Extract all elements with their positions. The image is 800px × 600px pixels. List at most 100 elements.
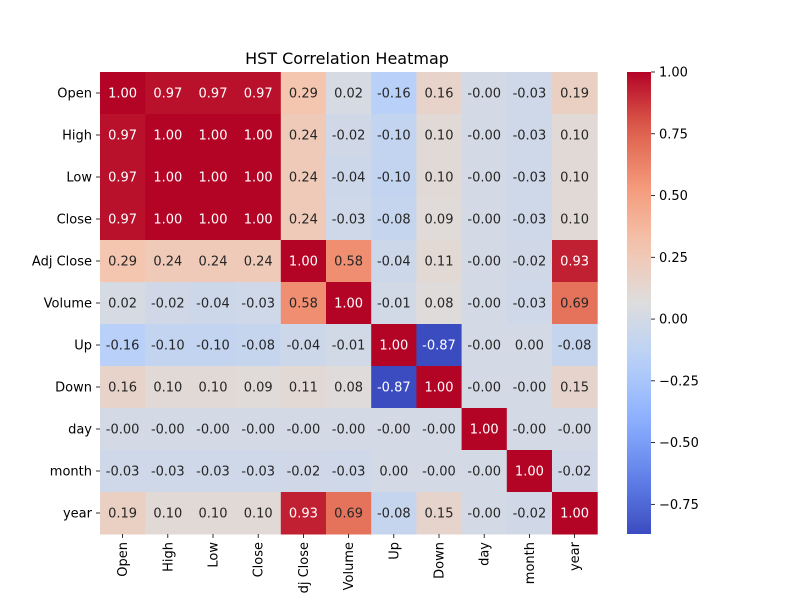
heatmap-cell [461,114,508,157]
colorbar-gradient [627,72,651,534]
heatmap-cell [552,240,598,283]
heatmap-cell [552,324,598,367]
cell-value-label: -0.08 [377,507,411,522]
heatmap-cell [506,366,553,409]
cell-value-label: 0.24 [289,213,318,228]
heatmap-cell [190,492,237,535]
cell-value-label: 0.69 [560,297,589,312]
cell-value-label: 0.16 [108,381,137,396]
heatmap-cell [100,366,146,409]
heatmap-cell [461,240,508,283]
heatmap-cell [371,72,417,115]
cell-value-label: 0.10 [425,171,454,186]
cell-value-label: 1.00 [560,507,589,522]
cell-value-label: 0.24 [289,129,318,144]
heatmap-cell [552,114,598,157]
y-tick-label: Volume [44,297,92,312]
heatmap-cell [100,240,146,283]
x-tick-label: Up [387,542,402,560]
heatmap-cell [280,324,327,367]
cell-value-label: 0.10 [153,507,182,522]
cell-value-label: -0.02 [287,465,321,480]
heatmap-cell [100,72,146,115]
heatmap-cell [280,282,327,325]
heatmap-cell [552,450,598,493]
heatmap-cell [461,72,508,115]
cell-value-label: -0.01 [377,297,411,312]
heatmap-cell [506,114,553,157]
cell-value-label: -0.04 [377,255,411,270]
y-tick-label: Up [74,339,92,354]
heatmap-cell [461,156,508,199]
cell-value-label: -0.00 [467,507,501,522]
heatmap-cell [190,156,237,199]
heatmap-cell [506,324,553,367]
heatmap-cell [371,324,417,367]
cell-value-label: -0.03 [513,87,547,102]
heatmap-cell [371,492,417,535]
heatmap-cell [100,408,146,451]
cell-value-label: 1.00 [153,171,182,186]
heatmap-cells: 1.00 0.97 0.97 0.97 0.29 0.02 -0.16 0.16 -0.00 -0… [100,72,598,535]
cell-value-label: 1.00 [334,297,363,312]
cell-value-label: -0.00 [513,423,547,438]
colorbar-tick-label: 0.75 [659,127,688,142]
cell-value-label: -0.03 [513,297,547,312]
cell-value-label: 0.16 [425,87,454,102]
heatmap-cell [190,450,237,493]
chart-title: HST Correlation Heatmap [245,49,449,68]
heatmap-cell [371,366,417,409]
y-tick-label: High [62,129,92,144]
heatmap-cell [280,492,327,535]
heatmap-cell [326,408,372,451]
cell-value-label: -0.08 [241,339,275,354]
cell-value-label: 0.10 [199,507,228,522]
cell-value-label: 0.10 [560,129,589,144]
heatmap-cell [416,282,463,325]
x-tick-label: year [568,541,583,571]
x-tick-label: High [161,542,176,572]
x-tick-label: Open [116,542,131,577]
heatmap-cell [190,282,237,325]
heatmap-cell [235,198,282,241]
cell-value-label: 1.00 [289,255,318,270]
cell-value-label: 0.15 [560,381,589,396]
heatmap-cell [326,240,372,283]
heatmap-cell [145,492,191,535]
heatmap-cell [190,408,237,451]
cell-value-label: 1.00 [425,381,454,396]
cell-value-label: -0.00 [467,297,501,312]
cell-value-label: -0.03 [241,465,275,480]
heatmap-cell [145,366,191,409]
heatmap-cell [506,450,553,493]
heatmap-cell [190,114,237,157]
heatmap-cell [280,408,327,451]
heatmap-cell [145,198,191,241]
heatmap-cell [100,198,146,241]
y-tick-labels: Open High Low Close Adj Close Volume Up Down day… [32,87,100,522]
cell-value-label: -0.87 [422,339,456,354]
cell-value-label: -0.10 [196,339,230,354]
heatmap-cell [280,198,327,241]
cell-value-label: 0.10 [425,129,454,144]
cell-value-label: 1.00 [244,213,273,228]
cell-value-label: -0.03 [106,465,140,480]
heatmap-cell [326,492,372,535]
heatmap-cell [190,198,237,241]
cell-value-label: 0.97 [108,129,137,144]
heatmap-cell [280,366,327,409]
cell-value-label: -0.10 [377,171,411,186]
heatmap-cell [326,72,372,115]
heatmap-cell [416,114,463,157]
cell-value-label: -0.00 [377,423,411,438]
cell-value-label: -0.01 [332,339,366,354]
cell-value-label: 0.24 [199,255,228,270]
y-tick-label: Low [66,171,92,186]
cell-value-label: -0.00 [196,423,230,438]
cell-value-label: -0.00 [467,171,501,186]
heatmap-cell [552,282,598,325]
heatmap-cell [190,240,237,283]
heatmap-cell [552,72,598,115]
heatmap-cell [235,366,282,409]
